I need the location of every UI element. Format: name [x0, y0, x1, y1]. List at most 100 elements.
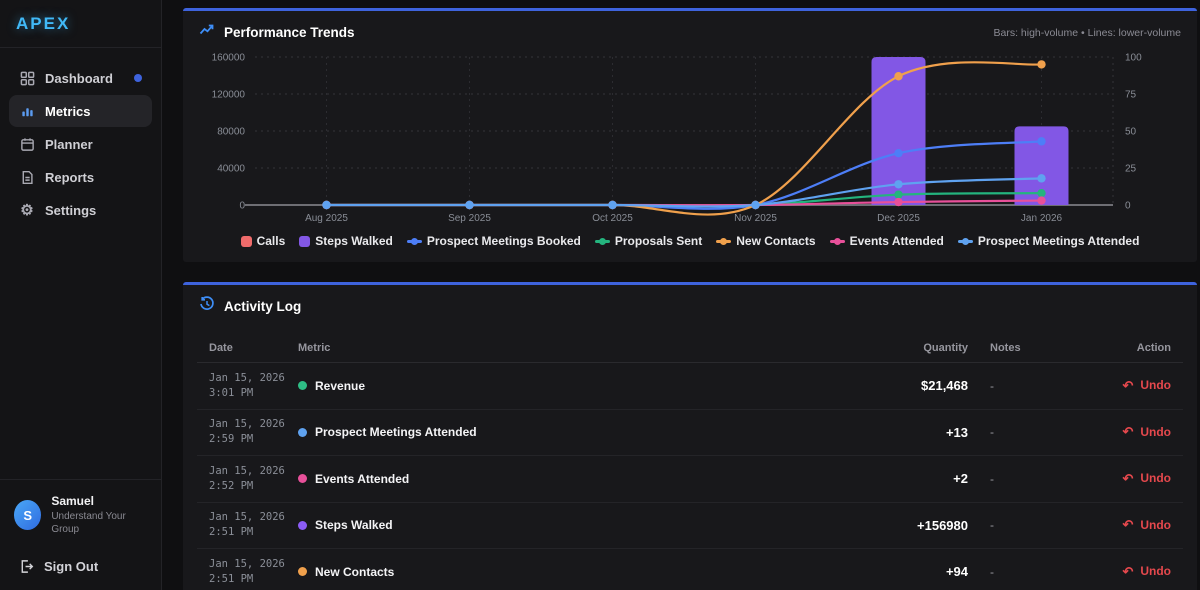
logo-bar: APEX: [0, 0, 161, 48]
row-date: Jan 15, 2026: [209, 557, 285, 570]
table-row: Jan 15, 2026 3:01 PM Revenue $21,468 - ↶…: [197, 363, 1183, 410]
trending-up-icon: [199, 22, 215, 43]
undo-label: Undo: [1140, 471, 1171, 486]
legend-item[interactable]: Events Attended: [829, 234, 944, 248]
col-quantity: Quantity: [923, 341, 968, 354]
undo-button[interactable]: ↶ Undo: [1122, 378, 1171, 392]
apex-logo: APEX: [16, 13, 71, 33]
sidebar-item-settings[interactable]: ⚙ Settings: [9, 194, 152, 226]
trends-header: Performance Trends Bars: high-volume • L…: [183, 11, 1197, 47]
legend-swatch: [406, 237, 422, 246]
gear-icon: ⚙: [20, 201, 34, 219]
svg-text:Nov 2025: Nov 2025: [734, 213, 777, 224]
legend-label: Steps Walked: [315, 234, 393, 248]
activity-table: Date Metric Quantity Notes Action Jan 15…: [183, 327, 1197, 590]
legend-item[interactable]: Calls: [240, 234, 286, 248]
row-notes: -: [990, 471, 994, 486]
svg-text:0: 0: [239, 201, 245, 212]
legend-swatch: [716, 237, 732, 246]
bar-chart-icon: [19, 103, 35, 119]
svg-text:40000: 40000: [217, 164, 245, 175]
history-clock-icon: [199, 296, 215, 317]
undo-icon: ↶: [1122, 424, 1134, 440]
main-content: Performance Trends Bars: high-volume • L…: [162, 0, 1200, 590]
undo-label: Undo: [1140, 378, 1171, 393]
legend-item[interactable]: Steps Walked: [299, 234, 393, 248]
table-header-row: Date Metric Quantity Notes Action: [197, 333, 1183, 363]
activity-title: Activity Log: [224, 299, 302, 314]
logout-icon: [18, 558, 34, 574]
svg-text:Dec 2025: Dec 2025: [877, 213, 920, 224]
undo-label: Undo: [1140, 517, 1171, 532]
sidebar-item-label: Settings: [45, 202, 97, 218]
undo-button[interactable]: ↶ Undo: [1122, 471, 1171, 485]
row-time: 2:51 PM: [209, 526, 254, 539]
row-notes: -: [990, 378, 994, 393]
row-quantity: +13: [945, 424, 968, 440]
svg-text:100: 100: [1125, 53, 1142, 64]
undo-button[interactable]: ↶ Undo: [1122, 564, 1171, 578]
row-time: 2:52 PM: [209, 479, 254, 492]
metric-color-dot: [298, 381, 307, 391]
row-date: Jan 15, 2026: [209, 464, 285, 477]
legend-item[interactable]: New Contacts: [716, 234, 816, 248]
col-metric: Metric: [298, 341, 331, 354]
row-date: Jan 15, 2026: [209, 371, 285, 384]
user-profile[interactable]: S Samuel Understand Your Group: [14, 494, 147, 536]
sidebar-item-planner[interactable]: Planner: [9, 128, 152, 160]
col-date: Date: [209, 341, 233, 354]
undo-button[interactable]: ↶ Undo: [1122, 518, 1171, 532]
metric-name: New Contacts: [315, 564, 395, 579]
row-time: 3:01 PM: [209, 386, 254, 399]
svg-text:120000: 120000: [212, 90, 246, 101]
table-body: Jan 15, 2026 3:01 PM Revenue $21,468 - ↶…: [197, 363, 1183, 590]
svg-text:75: 75: [1125, 90, 1137, 101]
trend-chart-svg[interactable]: 0 40000 80000 120000 160000 0 25 50 75 100 Aug 202…: [183, 47, 1197, 233]
legend-swatch: [957, 237, 973, 246]
svg-text:0: 0: [1125, 201, 1131, 212]
sidebar-item-label: Metrics: [45, 103, 91, 119]
sidebar-item-reports[interactable]: Reports: [9, 161, 152, 193]
legend-item[interactable]: Prospect Meetings Attended: [957, 234, 1140, 248]
row-notes: -: [990, 425, 994, 440]
trends-title: Performance Trends: [224, 25, 355, 40]
legend-item[interactable]: Prospect Meetings Booked: [406, 234, 581, 248]
row-quantity: +94: [945, 564, 968, 580]
sign-out-button[interactable]: Sign Out: [14, 558, 102, 574]
legend-label: Calls: [256, 234, 286, 248]
legend-swatch: [829, 237, 845, 246]
svg-text:50: 50: [1125, 127, 1137, 138]
row-notes: -: [990, 564, 994, 579]
document-icon: [19, 169, 35, 185]
activity-log-card: Activity Log Date Metric Quantity Notes …: [183, 282, 1197, 590]
trend-chart: 0 40000 80000 120000 160000 0 25 50 75 100 Aug 202…: [183, 47, 1197, 233]
legend-label: Prospect Meetings Attended: [977, 234, 1140, 248]
metric-name: Revenue: [315, 378, 366, 393]
activity-header: Activity Log: [183, 285, 1197, 327]
row-quantity: $21,468: [921, 378, 968, 394]
sidebar-item-dashboard[interactable]: Dashboard: [9, 62, 152, 94]
legend-swatch: [240, 235, 252, 247]
notification-dot: [134, 74, 142, 82]
metric-color-dot: [298, 427, 307, 437]
col-action: Action: [1136, 341, 1171, 354]
metric-name: Events Attended: [315, 471, 410, 486]
svg-text:Aug 2025: Aug 2025: [305, 213, 348, 224]
legend-label: Prospect Meetings Booked: [426, 234, 581, 248]
row-date: Jan 15, 2026: [209, 418, 285, 431]
undo-label: Undo: [1140, 424, 1171, 439]
undo-button[interactable]: ↶ Undo: [1122, 425, 1171, 439]
metric-name: Prospect Meetings Attended: [315, 425, 477, 440]
sidebar-nav: Dashboard Metrics Planner: [0, 48, 161, 240]
sidebar-item-metrics[interactable]: Metrics: [9, 95, 152, 127]
legend-item[interactable]: Proposals Sent: [594, 234, 702, 248]
user-subtitle: Understand Your Group: [51, 511, 126, 535]
table-row: Jan 15, 2026 2:59 PM Prospect Meetings A…: [197, 410, 1183, 456]
dashboard-grid-icon: [19, 70, 35, 86]
user-name: Samuel: [51, 494, 94, 509]
sidebar-footer: S Samuel Understand Your Group Sign Out: [0, 479, 161, 590]
undo-icon: ↶: [1122, 517, 1134, 533]
legend-label: Events Attended: [849, 234, 944, 248]
trends-caption: Bars: high-volume • Lines: lower-volume: [993, 26, 1181, 39]
metric-color-dot: [298, 520, 307, 530]
